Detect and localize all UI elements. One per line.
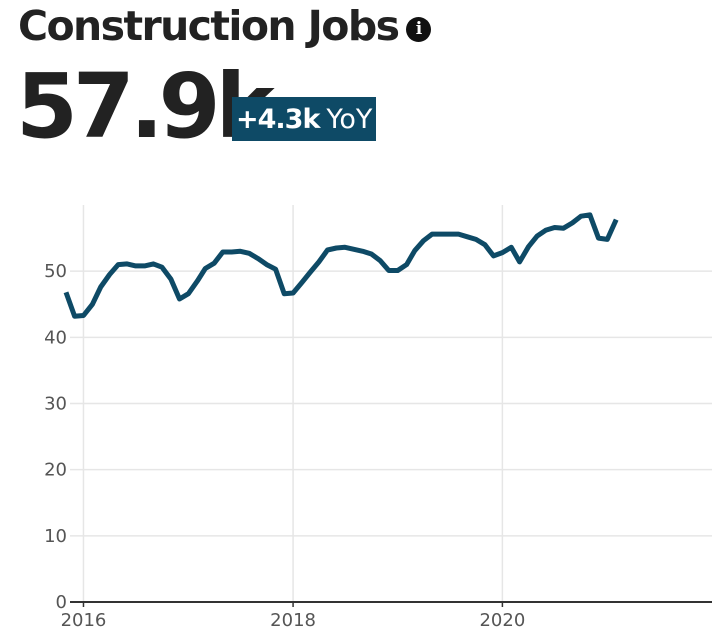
- x-tick-label: 2018: [270, 610, 316, 631]
- page-title: Construction Jobs: [18, 2, 400, 50]
- title-row: Construction Jobs i: [18, 0, 432, 52]
- series-line: [63, 212, 619, 319]
- grid: [70, 205, 712, 602]
- x-tick-label: 2020: [479, 610, 525, 631]
- y-tick-label: 30: [44, 394, 67, 415]
- y-tick-label: 40: [44, 327, 67, 348]
- yoy-delta: +4.3k: [236, 103, 320, 135]
- y-tick-label: 0: [56, 592, 67, 613]
- y-tick-label: 20: [44, 460, 67, 481]
- kpi-value: 57.9k: [16, 54, 275, 158]
- yoy-badge: +4.3k YoY: [232, 97, 377, 141]
- yoy-unit: YoY: [326, 103, 373, 135]
- info-icon[interactable]: i: [406, 16, 432, 42]
- axes: 0 10 20 30 40 50 2016 2018 2020: [44, 261, 712, 631]
- x-tick-label: 2016: [61, 610, 107, 631]
- series-layer: [63, 212, 619, 319]
- y-tick-label: 10: [44, 526, 67, 547]
- y-tick-label: 50: [44, 261, 67, 282]
